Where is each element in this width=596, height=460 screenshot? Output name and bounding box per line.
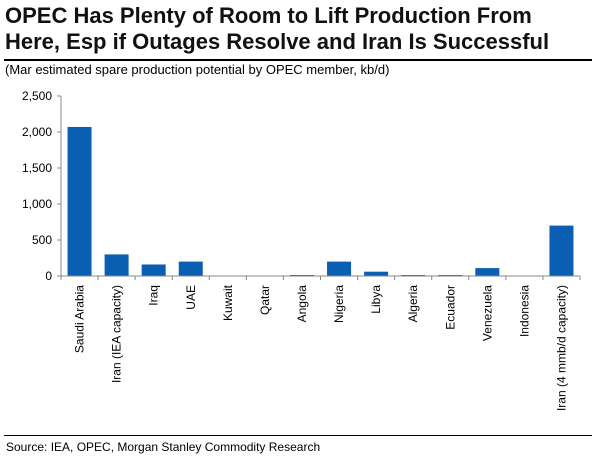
y-tick-label: 1,500 <box>22 161 52 175</box>
x-category-label: Venezuela <box>480 285 494 341</box>
x-category-label: Kuwait <box>221 284 235 321</box>
x-category-label: Iran (IEA capacity) <box>110 285 124 383</box>
title-divider <box>4 59 592 61</box>
x-category-label: UAE <box>184 285 198 310</box>
bar <box>104 254 129 276</box>
chart-title-line-2: Here, Esp if Outages Resolve and Iran Is… <box>5 29 550 54</box>
bar <box>475 268 500 276</box>
x-category-label: Nigeria <box>332 285 346 323</box>
footer-divider <box>4 435 592 436</box>
x-category-label: Libya <box>369 285 383 314</box>
y-tick-label: 2,000 <box>22 125 52 139</box>
x-category-label: Iraq <box>147 285 161 306</box>
x-category-label: Saudi Arabia <box>73 285 87 353</box>
bar <box>141 264 166 276</box>
source-note: Source: IEA, OPEC, Morgan Stanley Commod… <box>6 440 321 454</box>
x-category-label: Iran (4 mmb/d capacity) <box>554 285 568 411</box>
y-tick-label: 1,000 <box>22 197 52 211</box>
y-tick-label: 500 <box>32 233 52 247</box>
y-tick-label: 2,500 <box>22 89 52 103</box>
x-category-label: Indonesia <box>517 285 531 337</box>
x-category-label: Ecuador <box>443 285 457 330</box>
bar <box>549 225 574 276</box>
bar <box>364 271 389 276</box>
y-tick-label: 0 <box>45 269 52 283</box>
x-category-label: Qatar <box>258 285 272 315</box>
x-category-label: Algeria <box>406 285 420 323</box>
bar <box>327 261 352 276</box>
bar <box>178 261 203 276</box>
x-category-label: Angola <box>295 285 309 323</box>
chart-title: OPEC Has Plenty of Room to Lift Producti… <box>5 3 593 55</box>
chart-title-line-1: OPEC Has Plenty of Room to Lift Producti… <box>5 3 532 28</box>
chart-subtitle: (Mar estimated spare production potentia… <box>5 62 390 77</box>
bar <box>67 126 92 277</box>
